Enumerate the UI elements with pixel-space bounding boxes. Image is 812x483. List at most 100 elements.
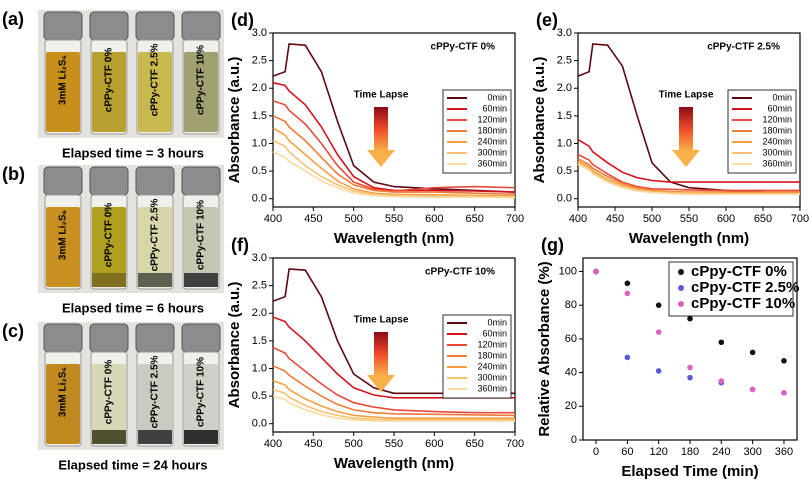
y-tick-label: 1.0	[252, 137, 267, 149]
annotation: Time Lapse	[659, 90, 714, 101]
legend-label: 360min	[477, 158, 507, 168]
y-tick-label: 2.0	[252, 82, 267, 94]
x-tick-label: 500	[643, 213, 661, 225]
x-tick-label: 700	[791, 213, 809, 225]
vial: cPPy-CTF 0%	[89, 11, 129, 135]
legend-label: 240min	[477, 136, 507, 146]
x-tick-label: 450	[606, 213, 624, 225]
y-tick-label: 2.0	[252, 307, 267, 319]
vial-cap	[89, 323, 129, 353]
x-axis-label: Wavelength (nm)	[334, 455, 454, 472]
legend-label: cPpy-CTF 10%	[691, 295, 795, 312]
legend-label: 60min	[482, 328, 507, 338]
spectrum-line	[272, 127, 516, 197]
vial-liquid	[184, 52, 218, 132]
legend-label: 120min	[762, 114, 792, 124]
legend-label: 300min	[477, 372, 507, 382]
vial-sediment	[184, 430, 218, 444]
spectrum-line	[272, 388, 515, 421]
y-tick-label: 1.5	[557, 110, 572, 122]
x-tick-label: 650	[465, 438, 483, 450]
y-tick-label: 1.0	[557, 137, 572, 149]
spectrum-line	[272, 139, 516, 198]
y-tick-label: 1.0	[252, 362, 267, 374]
y-tick-label: 2.5	[557, 55, 572, 67]
panel-label: (g)	[541, 235, 564, 255]
vial: cPPy-CTF 0%	[89, 166, 129, 290]
vial-cap	[181, 11, 221, 41]
x-tick-label: 400	[569, 213, 587, 225]
panel-label: (a)	[2, 9, 24, 29]
data-point	[655, 368, 662, 374]
vial-sediment	[138, 430, 172, 444]
vial: 3mM Li₂S₆	[43, 11, 83, 135]
photo-caption: Elapsed time = 6 hours	[62, 300, 204, 315]
y-axis-label: Absorbance (a.u.)	[226, 57, 243, 184]
vial-label: cPPy-CTF 2.5%	[150, 43, 161, 116]
data-point	[749, 386, 756, 393]
y-tick-label: 100	[559, 265, 577, 277]
spectrum-line	[272, 346, 515, 414]
x-tick-label: 500	[344, 438, 362, 450]
x-tick-label: 450	[304, 438, 322, 450]
y-tick-label: 0.0	[557, 193, 572, 205]
data-point	[655, 329, 662, 335]
vial-sediment	[92, 273, 126, 287]
legend-box	[668, 261, 794, 317]
y-tick-label: 0.0	[252, 418, 267, 430]
vial-liquid	[184, 364, 218, 444]
x-tick-label: 500	[344, 213, 362, 225]
panel-label: (f)	[231, 235, 249, 255]
spectrum-line	[272, 316, 515, 399]
vial-label: 3mM Li₂S₆	[58, 210, 69, 260]
chart-title: cPPy-CTF 2.5%	[707, 42, 780, 53]
x-tick-label: 650	[465, 213, 483, 225]
annotation: Time Lapse	[354, 90, 409, 101]
vial: cPPy-CTF 2.5%	[135, 166, 175, 290]
data-point	[687, 374, 693, 381]
vial-cap	[89, 166, 129, 196]
spectrum-line	[272, 379, 515, 419]
legend-label: cPpy-CTF 0%	[691, 263, 787, 280]
legend-label: 0min	[487, 317, 507, 327]
vial: 3mM Li₂S₆	[43, 323, 83, 447]
vial-liquid	[46, 207, 80, 287]
y-tick-label: 3.0	[252, 27, 267, 39]
vial-label: cPPy-CTF 0%	[104, 360, 115, 425]
legend-label: 360min	[477, 383, 507, 393]
y-tick-label: 0.5	[252, 165, 267, 177]
vial: cPPy-CTF 2.5%	[135, 11, 175, 135]
vial-liquid	[46, 364, 80, 444]
vial: cPPy-CTF 2.5%	[135, 323, 175, 447]
vial-cap	[89, 11, 129, 41]
y-axis-label: Absorbance (a.u.)	[531, 57, 548, 184]
panel-label: (d)	[231, 10, 254, 30]
data-point	[593, 268, 599, 275]
spectrum-line	[272, 395, 515, 422]
legend-marker	[678, 285, 684, 291]
vial: cPPy-CTF 0%	[89, 323, 129, 447]
vial-cap	[135, 166, 175, 196]
legend-label: 240min	[477, 361, 507, 371]
y-tick-label: 2.5	[252, 55, 267, 67]
data-point	[624, 354, 631, 361]
y-tick-label: 0.5	[252, 390, 267, 402]
legend-marker	[678, 269, 684, 275]
vial-label: 3mM Li₂S₆	[58, 367, 69, 417]
vial-liquid	[138, 364, 172, 444]
y-axis-label: Relative Absorbance (%)	[536, 261, 553, 436]
x-tick-label: 180	[681, 446, 699, 458]
legend-label: 180min	[477, 350, 507, 360]
spectrum-line	[577, 158, 800, 193]
y-tick-label: 20	[565, 400, 577, 412]
x-tick-label: 300	[743, 446, 761, 458]
data-point	[718, 339, 725, 346]
vial: 3mM Li₂S₆	[43, 166, 83, 290]
legend-label: cPpy-CTF 2.5%	[691, 279, 799, 296]
data-point	[781, 357, 787, 364]
vial-liquid	[184, 207, 218, 287]
x-tick-label: 550	[385, 438, 403, 450]
legend-label: 180min	[477, 125, 507, 135]
annotation: Time Lapse	[354, 315, 409, 326]
